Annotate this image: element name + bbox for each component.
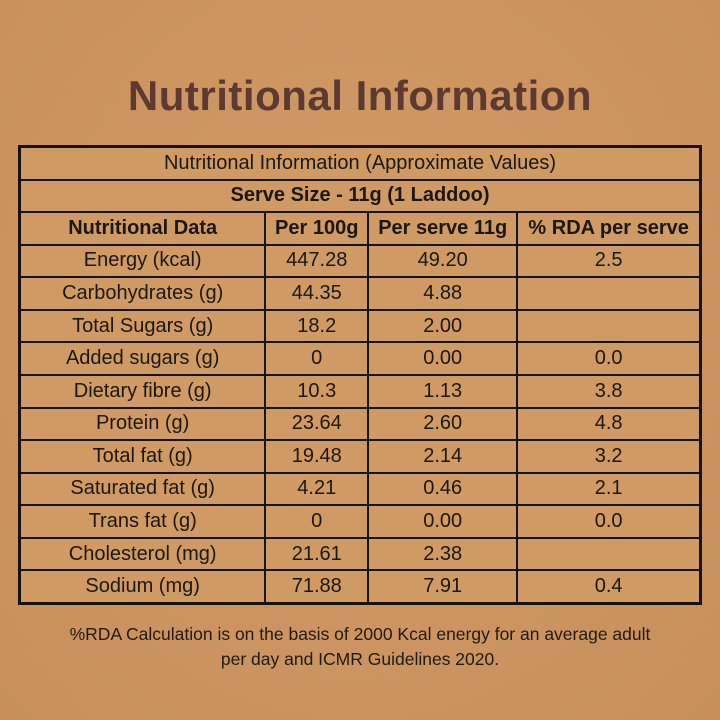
nutrient-name: Carbohydrates (g): [18, 276, 267, 311]
value-per-serve: 2.14: [367, 439, 519, 474]
value-rda: [516, 308, 702, 344]
column-header-nutritional-data: Nutritional Data: [18, 211, 267, 246]
table-caption-row: Nutritional Information (Approximate Val…: [18, 145, 702, 181]
serve-size-label: Serve Size - 11g (1 Laddoo): [18, 178, 702, 214]
value-per-serve: 7.91: [367, 569, 519, 605]
value-rda: 2.5: [516, 243, 702, 279]
column-header-per-serve: Per serve 11g: [367, 211, 519, 246]
nutrient-name: Dietary fibre (g): [18, 373, 267, 409]
value-per-serve: 0.00: [367, 504, 519, 539]
value-per-serve: 1.13: [367, 373, 519, 409]
value-rda: 4.8: [516, 406, 702, 442]
nutrient-name: Total fat (g): [18, 439, 267, 474]
table-row-total-fat: Total fat (g) 19.48 2.14 3.2: [18, 439, 702, 474]
table-row-total-sugars: Total Sugars (g) 18.2 2.00: [18, 308, 702, 344]
rda-footnote: %RDA Calculation is on the basis of 2000…: [0, 622, 720, 673]
value-per-100g: 18.2: [264, 308, 370, 344]
nutrient-name: Added sugars (g): [18, 341, 267, 376]
column-header-row: Nutritional Data Per 100g Per serve 11g …: [18, 211, 702, 246]
value-per-100g: 447.28: [264, 243, 370, 279]
table-caption: Nutritional Information (Approximate Val…: [18, 145, 702, 181]
nutrition-table: Nutritional Information (Approximate Val…: [18, 145, 702, 605]
value-per-serve: 2.38: [367, 536, 519, 572]
value-rda: 0.0: [516, 504, 702, 539]
nutrient-name: Protein (g): [18, 406, 267, 442]
table-row-carbohydrates: Carbohydrates (g) 44.35 4.88: [18, 276, 702, 311]
nutrient-name: Sodium (mg): [18, 569, 267, 605]
value-per-serve: 0.46: [367, 471, 519, 507]
page-title: Nutritional Information: [127, 72, 593, 119]
table-row-energy: Energy (kcal) 447.28 49.20 2.5: [18, 243, 702, 279]
value-per-serve: 4.88: [367, 276, 519, 311]
value-per-100g: 0: [264, 341, 370, 376]
value-per-100g: 71.88: [264, 569, 370, 605]
value-rda: [516, 536, 702, 572]
nutrient-name: Total Sugars (g): [18, 308, 267, 344]
value-rda: 2.1: [516, 471, 702, 507]
value-per-serve: 0.00: [367, 341, 519, 376]
rda-footnote-line1: %RDA Calculation is on the basis of 2000…: [69, 624, 651, 644]
table-row-sodium: Sodium (mg) 71.88 7.91 0.4: [18, 569, 702, 605]
nutrient-name: Trans fat (g): [18, 504, 267, 539]
value-rda: 3.8: [516, 373, 702, 409]
value-per-100g: 4.21: [264, 471, 370, 507]
value-per-100g: 0: [264, 504, 370, 539]
value-rda: 3.2: [516, 439, 702, 474]
nutrient-name: Saturated fat (g): [18, 471, 267, 507]
value-per-100g: 44.35: [264, 276, 370, 311]
serve-size-row: Serve Size - 11g (1 Laddoo): [18, 178, 702, 214]
value-per-100g: 10.3: [264, 373, 370, 409]
value-per-100g: 19.48: [264, 439, 370, 474]
table-row-trans-fat: Trans fat (g) 0 0.00 0.0: [18, 504, 702, 539]
value-rda: 0.0: [516, 341, 702, 376]
value-rda: 0.4: [516, 569, 702, 605]
nutrient-name: Energy (kcal): [18, 243, 267, 279]
column-header-rda-per-serve: % RDA per serve: [516, 211, 702, 246]
table-row-protein: Protein (g) 23.64 2.60 4.8: [18, 406, 702, 442]
table-row-cholesterol: Cholesterol (mg) 21.61 2.38: [18, 536, 702, 572]
table-row-added-sugars: Added sugars (g) 0 0.00 0.0: [18, 341, 702, 376]
table-row-dietary-fibre: Dietary fibre (g) 10.3 1.13 3.8: [18, 373, 702, 409]
value-per-serve: 49.20: [367, 243, 519, 279]
table-row-saturated-fat: Saturated fat (g) 4.21 0.46 2.1: [18, 471, 702, 507]
column-header-per-100g: Per 100g: [264, 211, 370, 246]
value-per-serve: 2.60: [367, 406, 519, 442]
value-per-100g: 23.64: [264, 406, 370, 442]
value-per-100g: 21.61: [264, 536, 370, 572]
value-per-serve: 2.00: [367, 308, 519, 344]
rda-footnote-line2: per day and ICMR Guidelines 2020.: [220, 649, 500, 670]
nutrient-name: Cholesterol (mg): [18, 536, 267, 572]
value-rda: [516, 276, 702, 311]
